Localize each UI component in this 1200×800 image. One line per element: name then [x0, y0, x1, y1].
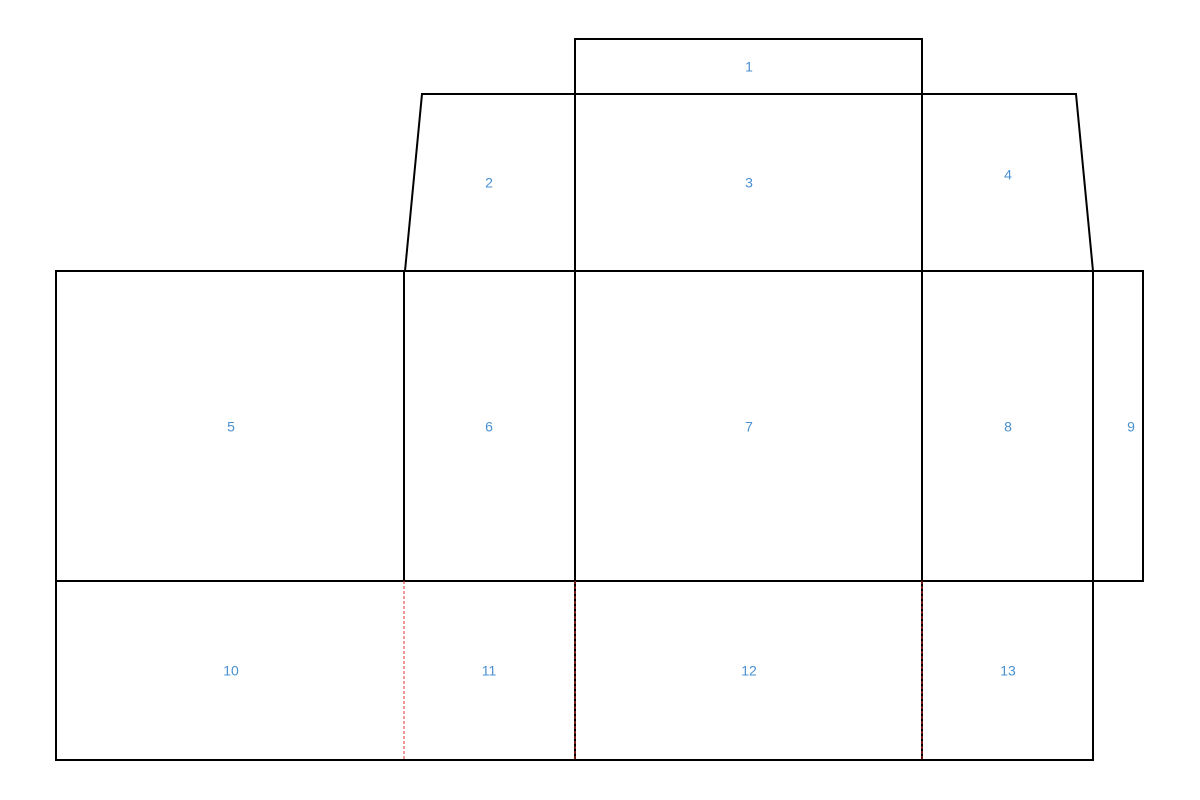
panel-label: 1: [745, 59, 753, 75]
panel-label: 9: [1127, 419, 1135, 435]
panel-label: 5: [227, 419, 235, 435]
panel-label: 6: [485, 419, 493, 435]
cut-lines: [55, 38, 1144, 761]
panel-label: 7: [745, 419, 753, 435]
panel-label: 8: [1004, 419, 1012, 435]
panel-label: 10: [223, 663, 239, 679]
panel-label: 4: [1004, 167, 1012, 183]
panel-label: 11: [482, 663, 497, 679]
panel-label: 2: [485, 175, 493, 191]
panel-label: 3: [745, 175, 753, 191]
panel-label: 13: [1000, 663, 1016, 679]
panel-label: 12: [741, 663, 757, 679]
